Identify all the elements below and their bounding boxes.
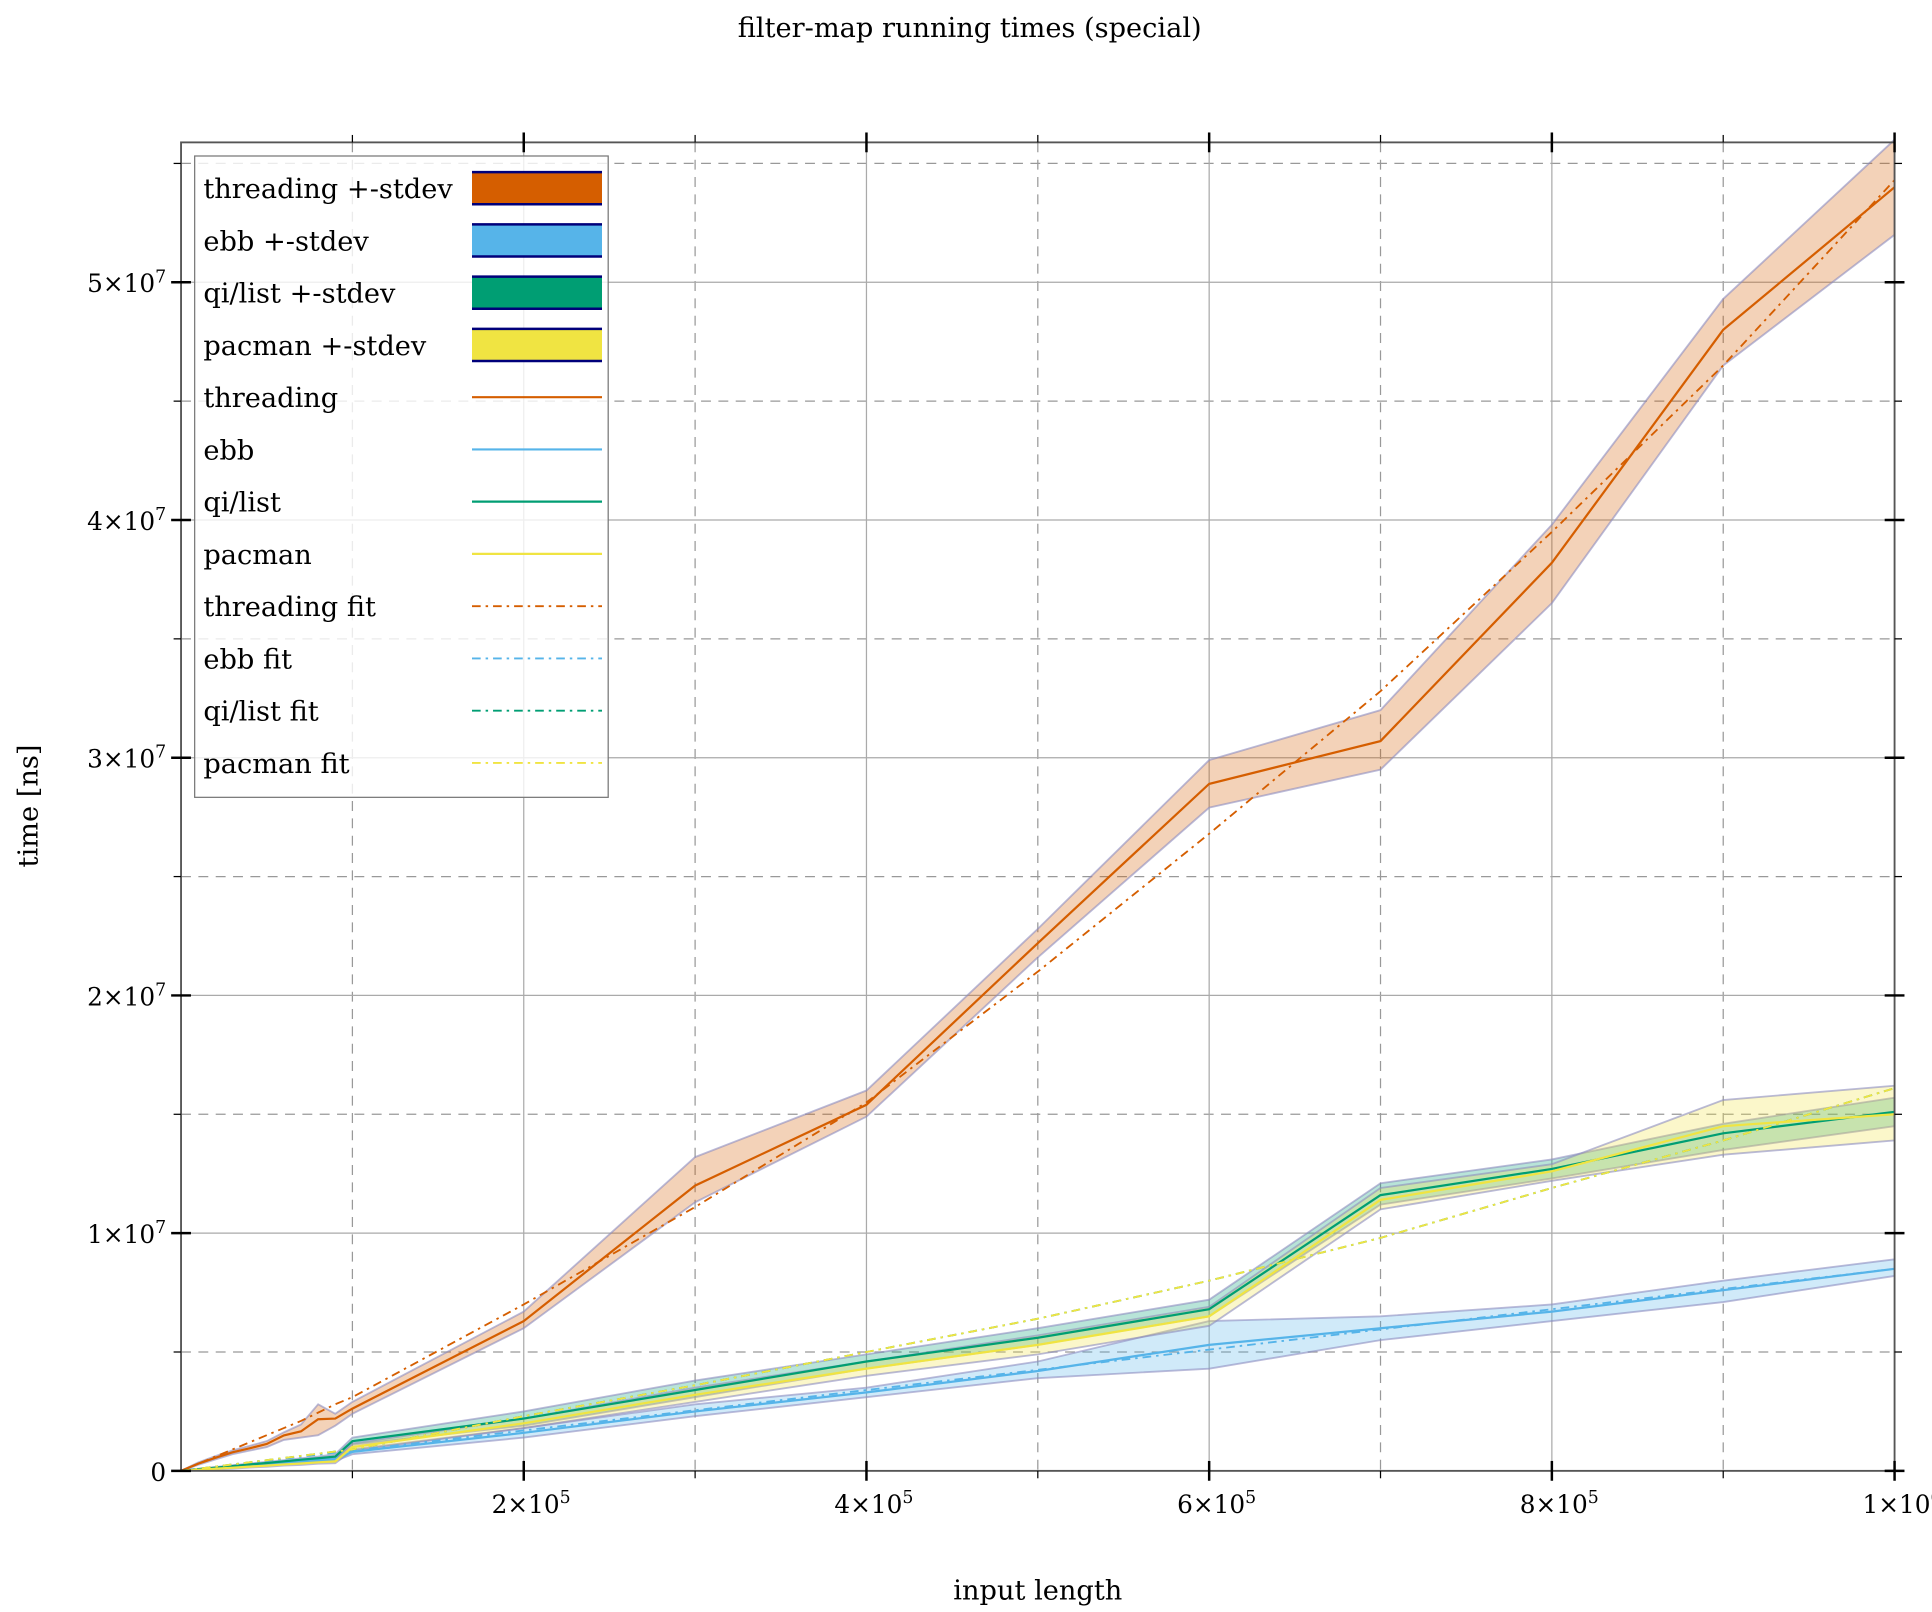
legend-label: qi/list fit [203, 697, 318, 728]
tick-labels: 2×105 4×105 6×105 8×105 1×106 0 1×107 2×107 3×10… [87, 267, 1932, 1519]
fit-pacman [180, 1087, 1895, 1472]
legend-swatch [472, 276, 602, 309]
legend-box [194, 155, 609, 798]
legend-label: pacman [203, 540, 311, 571]
legend-swatch [472, 328, 602, 362]
y-tick-label: 5×107 [87, 267, 166, 298]
fit-ebb [180, 1267, 1895, 1472]
y-tick-label: 4×107 [87, 505, 166, 536]
legend-label: threading [203, 383, 338, 414]
plot-frame [171, 132, 1905, 1481]
y-tick-label: 3×107 [87, 743, 166, 774]
legend-label: ebb [203, 435, 254, 466]
x-tick-label: 6×105 [1177, 1488, 1256, 1519]
x-tick-label: 8×105 [1520, 1488, 1599, 1519]
legend-swatch [472, 172, 602, 205]
legend-label: ebb fit [203, 644, 292, 675]
line-pacman [180, 1113, 1895, 1472]
x-tick-label: 1×106 [1862, 1488, 1932, 1519]
y-axis-label: time [ns] [13, 745, 44, 868]
legend-label: threading +-stdev [203, 174, 453, 205]
legend-swatch [472, 224, 602, 257]
line-threading [180, 186, 1896, 1472]
legend-label: pacman fit [203, 749, 349, 780]
legend-label: qi/list [203, 488, 281, 519]
legend-label: pacman +-stdev [203, 331, 427, 362]
legend-label: threading fit [203, 592, 376, 623]
y-tick-label: 1×107 [87, 1218, 166, 1249]
line-qi-list [180, 1110, 1895, 1472]
x-tick-label: 4×105 [834, 1488, 913, 1519]
x-axis-label: input length [953, 1576, 1122, 1607]
legend: threading +-stdev ebb +-stdev qi/list +-st… [194, 155, 609, 798]
legend-label: ebb +-stdev [203, 226, 369, 257]
legend-label: qi/list +-stdev [203, 279, 396, 310]
chart-title: filter-map running times (special) [738, 13, 1202, 44]
y-tick-label: 2×107 [87, 980, 166, 1011]
y-tick-label: 0 [150, 1458, 166, 1487]
series-lines [180, 179, 1896, 1472]
x-tick-label: 2×105 [492, 1488, 571, 1519]
